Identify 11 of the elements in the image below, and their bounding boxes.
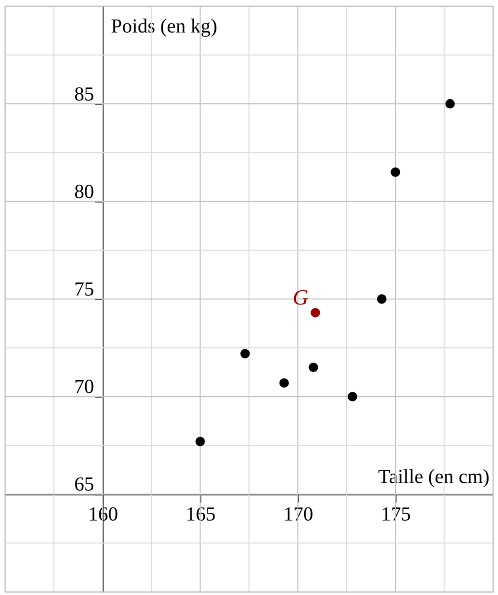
y-tick-label: 70 [74,376,94,398]
series-label: G [292,284,309,310]
x-axis-title: Taille (en cm) [378,466,490,488]
x-tick-label: 170 [283,504,314,526]
y-tick-label: 85 [74,83,94,106]
y-tick-label: 65 [74,474,94,496]
y-axis-title: Poids (en kg) [111,16,218,38]
x-tick-label: 165 [186,504,216,526]
y-tick-label: 80 [74,180,94,203]
x-tick-label: 175 [380,504,411,526]
y-tick-label: 75 [74,278,94,301]
